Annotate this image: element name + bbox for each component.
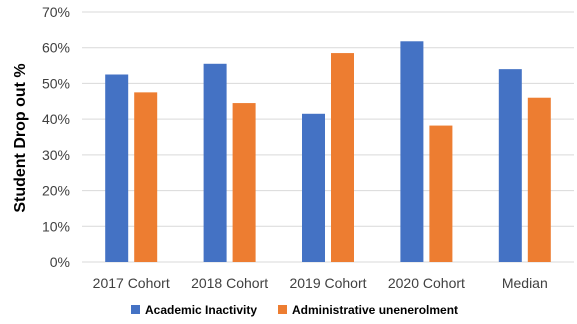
y-tick-label: 40%	[42, 111, 70, 127]
bar-academic-inactivity-2	[203, 63, 227, 263]
legend: Academic Inactivity Administrative unener…	[131, 303, 458, 317]
bars	[105, 41, 551, 263]
bar-academic-inactivity-5	[498, 69, 522, 263]
bar-administrative-unenerolment-3	[331, 53, 354, 263]
bar-administrative-unenerolment-4	[429, 125, 453, 262]
x-tick-label: 2018 Cohort	[191, 275, 268, 291]
x-tick-label: 2017 Cohort	[93, 275, 170, 291]
bar-administrative-unenerolment-2	[232, 103, 256, 262]
legend-swatch	[278, 305, 287, 314]
y-tick-label: 20%	[42, 183, 70, 199]
bar-administrative-unenerolment-1	[134, 92, 158, 262]
y-tick-label: 0%	[50, 254, 70, 270]
y-tick-label: 50%	[42, 75, 70, 91]
bar-academic-inactivity-1	[105, 74, 129, 262]
y-axis-ticks: 0% 10% 20% 30% 40% 50% 60% 70%	[42, 4, 70, 270]
x-tick-label: 2019 Cohort	[289, 275, 366, 291]
y-tick-label: 70%	[42, 4, 70, 20]
legend-label: Academic Inactivity	[145, 303, 257, 317]
bar-academic-inactivity-4	[400, 41, 424, 263]
bar-administrative-unenerolment-5	[527, 97, 551, 262]
y-axis-title: Student Drop out %	[12, 63, 29, 212]
y-tick-label: 60%	[42, 40, 70, 56]
y-tick-label: 10%	[42, 218, 70, 234]
gridlines	[82, 11, 574, 263]
legend-label: Administrative unenerolment	[292, 303, 458, 317]
x-axis-ticks: 2017 Cohort 2018 Cohort 2019 Cohort 2020 Co…	[93, 275, 548, 291]
legend-swatch	[131, 305, 140, 314]
y-tick-label: 30%	[42, 147, 70, 163]
x-tick-label: Median	[502, 275, 548, 291]
x-tick-label: 2020 Cohort	[388, 275, 465, 291]
bar-academic-inactivity-3	[302, 113, 325, 263]
